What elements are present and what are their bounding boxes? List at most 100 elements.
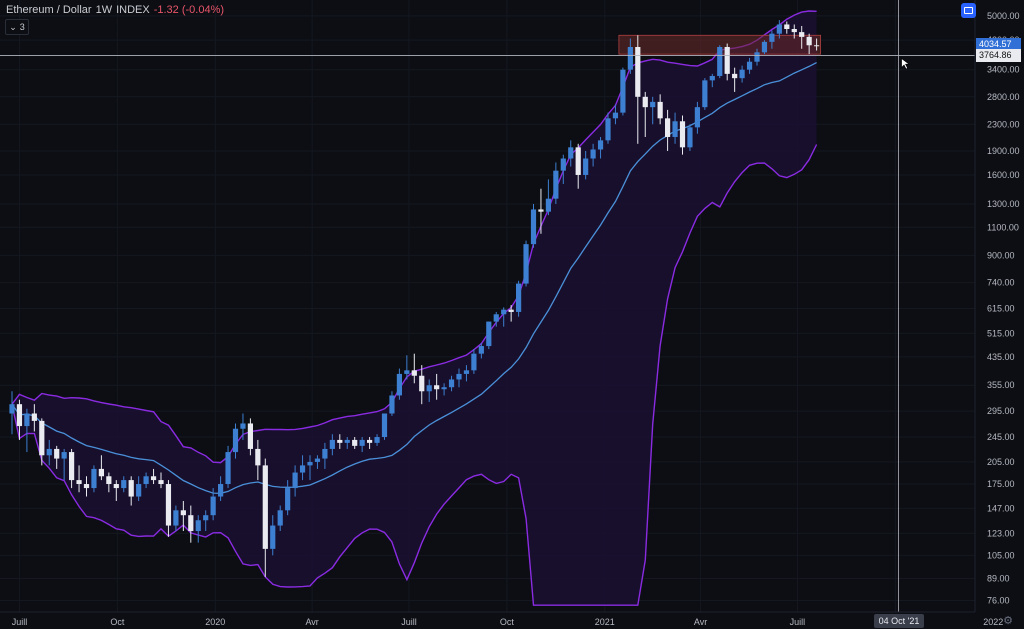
y-tick-label: 245.00 (987, 432, 1015, 442)
candle-body (694, 107, 700, 128)
candle-body (657, 101, 663, 119)
candle-body (54, 448, 60, 459)
candle-body (277, 510, 283, 526)
candle-body (471, 353, 477, 371)
candle-body (486, 321, 492, 347)
candle-body (180, 510, 186, 516)
candle-body (769, 33, 775, 42)
candle-body (128, 480, 134, 497)
candle-body (635, 46, 641, 97)
y-tick-label: 355.00 (987, 380, 1015, 390)
candle-body (411, 370, 417, 376)
y-tick-label: 3400.00 (987, 65, 1020, 75)
candle-body (642, 96, 648, 108)
candle-body (560, 158, 566, 171)
candle-body (381, 413, 388, 438)
candle-body (188, 515, 194, 532)
candle-body (806, 36, 812, 46)
y-tick-label: 435.00 (987, 352, 1015, 362)
y-tick-label: 615.00 (987, 303, 1015, 313)
candle-body (441, 387, 447, 390)
y-tick-label: 175.00 (987, 479, 1015, 489)
candle-body (113, 484, 119, 489)
candle-body (195, 520, 201, 532)
candle-body (523, 244, 529, 284)
candle-body (16, 404, 23, 427)
lower-band-line (11, 144, 818, 606)
candle-body (650, 101, 656, 108)
candle-body (501, 309, 507, 315)
y-tick-label: 5000.00 (987, 11, 1020, 21)
exchange-label: INDEX (116, 4, 150, 16)
candle-body (739, 69, 745, 79)
gear-icon[interactable]: ⚙ (1003, 615, 1013, 627)
candle-body (292, 472, 298, 489)
candle-body (158, 480, 164, 485)
candle-body (203, 515, 209, 521)
candle-body (24, 413, 30, 427)
indicators-toggle[interactable]: ⌄ 3 (5, 19, 29, 35)
chevron-down-icon: ⌄ (9, 21, 17, 32)
interval-label: 1W (95, 4, 113, 16)
candle-body (791, 28, 797, 33)
candle-body (612, 112, 619, 119)
candle-body (590, 149, 596, 159)
candle-body (746, 61, 753, 70)
candle-body (627, 46, 633, 70)
candle-body (374, 437, 380, 443)
candle-body (150, 476, 157, 481)
candle-body (672, 121, 678, 137)
snapshot-icon (964, 7, 973, 14)
indicator-count: 3 (19, 22, 25, 32)
snapshot-button[interactable] (961, 3, 976, 18)
last-price-tag: 4034.57 (976, 38, 1021, 51)
x-tick-label: Oct (110, 617, 125, 627)
y-tick-label: 1900.00 (987, 146, 1020, 156)
candle-body (545, 198, 551, 212)
candle-body (69, 452, 75, 481)
y-tick-label: 515.00 (987, 328, 1015, 338)
candle-body (39, 420, 45, 456)
candle-body (568, 147, 574, 159)
candle-body (583, 158, 589, 175)
candle-body (456, 373, 462, 380)
candle-body (337, 439, 343, 443)
candle-body (367, 439, 373, 443)
candle-body (165, 484, 172, 526)
candle-body (508, 309, 514, 312)
crosshair (0, 0, 975, 612)
candle-body (605, 118, 611, 141)
candle-body (270, 525, 276, 549)
cursor-price-tag: 3764.86 (976, 49, 1021, 62)
y-tick-label: 295.00 (987, 406, 1015, 416)
candle-body (91, 468, 97, 489)
y-tick-label: 2300.00 (987, 119, 1020, 129)
candle-body (761, 41, 768, 53)
candle-body (255, 448, 261, 466)
candle-body (709, 75, 715, 81)
x-tick-label: 2020 (205, 617, 225, 627)
candle-body (76, 480, 82, 485)
y-tick-label: 740.00 (987, 278, 1015, 288)
x-tick-label: Avr (305, 617, 318, 627)
band-fill (12, 11, 817, 606)
candle-body (389, 395, 395, 414)
change-label: -1.32 (-0.04%) (153, 4, 225, 16)
candle-body (419, 375, 425, 392)
candle-body (232, 428, 239, 453)
x-tick-label: 2021 (595, 617, 615, 627)
candle-body (553, 170, 559, 199)
candle-body (538, 209, 544, 212)
candle-body (620, 69, 626, 113)
candle-body (665, 118, 671, 137)
candle-body (98, 468, 104, 477)
candle-body (396, 373, 402, 396)
y-tick-label: 105.00 (987, 550, 1015, 560)
candle-body (106, 476, 112, 485)
candle-body (434, 385, 440, 390)
candle-body (530, 209, 537, 245)
candle-body (314, 458, 321, 462)
x-tick-label: Avr (694, 617, 707, 627)
